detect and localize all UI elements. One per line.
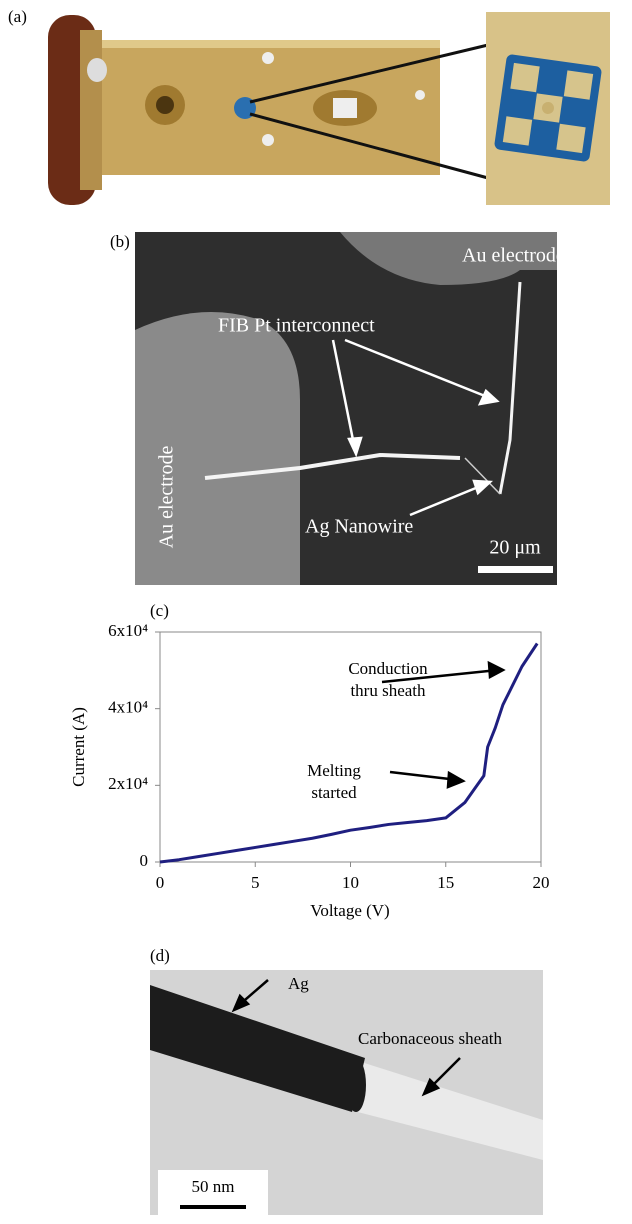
x-tick-label: 5 [251, 873, 260, 892]
x-tick-label: 15 [437, 873, 454, 892]
scale-label: 50 nm [192, 1177, 235, 1196]
annotation: Conduction [348, 659, 428, 678]
label: Ag [288, 974, 309, 993]
annotation: thru sheath [350, 681, 426, 700]
panel-b: (b) Au electrode FIB Pt interconnect Au … [110, 232, 565, 585]
figure: (a) (b) Au electr [0, 0, 632, 1224]
panel-label: (c) [150, 601, 169, 620]
x-tick-label: 10 [342, 873, 359, 892]
label: Au electrode [462, 245, 565, 267]
x-tick-label: 0 [156, 873, 165, 892]
panel-label: (b) [110, 232, 130, 251]
x-axis-label: Voltage (V) [310, 901, 389, 920]
y-tick-label: 2x10⁴ [108, 774, 148, 793]
scale-bar [180, 1205, 246, 1209]
y-tick-label: 0 [140, 851, 149, 870]
panel-label: (a) [8, 7, 27, 26]
panel-c: (c) Voltage (V) Current (A) Conduction t… [69, 601, 550, 920]
label: Au electrode [156, 446, 178, 549]
y-tick-label: 6x10⁴ [108, 621, 148, 640]
annotation: started [311, 783, 357, 802]
x-tick-label: 20 [533, 873, 550, 892]
panel-a: (a) [8, 7, 610, 205]
label: FIB Pt interconnect [218, 315, 375, 337]
annotation: Melting [307, 761, 361, 780]
label: Ag Nanowire [305, 516, 413, 538]
scale-bar [478, 566, 553, 573]
scale-label: 20 μm [489, 537, 541, 559]
panel-label: (d) [150, 946, 170, 965]
panel-d: (d) Ag Carbonaceous sheath 50 nm [150, 946, 543, 1215]
y-axis-label: Current (A) [69, 707, 88, 787]
label: Carbonaceous sheath [358, 1029, 502, 1048]
y-tick-label: 4x10⁴ [108, 698, 148, 717]
